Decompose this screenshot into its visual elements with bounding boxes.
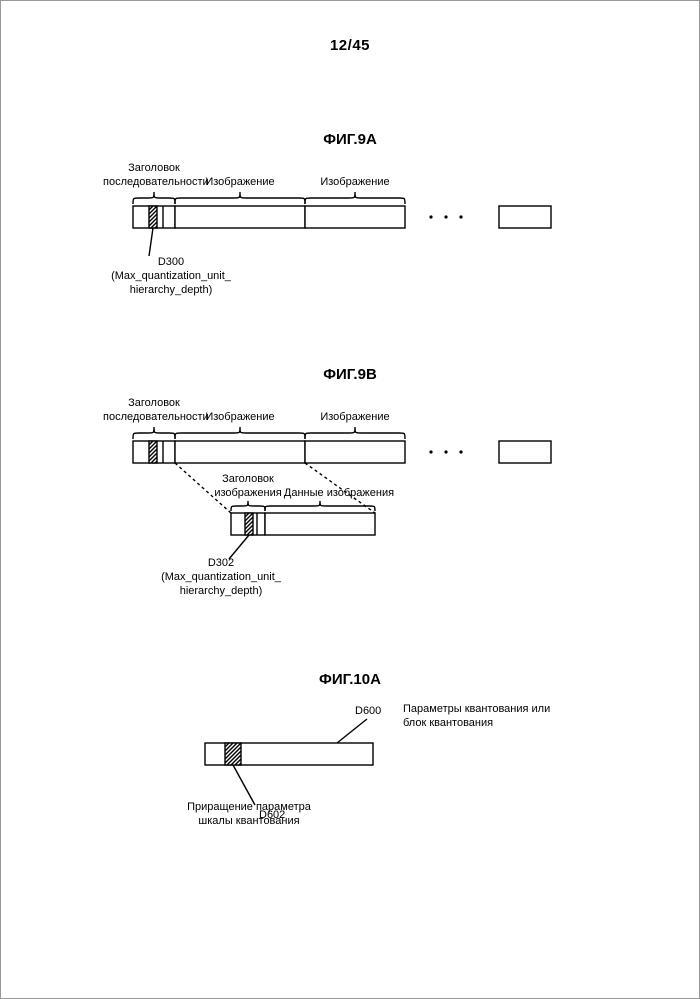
d600-desc: Параметры квантования или блок квантован… (403, 703, 603, 731)
d600-label: D600 (355, 705, 405, 719)
d602-label: D602 (259, 809, 319, 823)
page: 12/45 ФИГ.9AЗаголовок последовательности… (0, 0, 700, 999)
